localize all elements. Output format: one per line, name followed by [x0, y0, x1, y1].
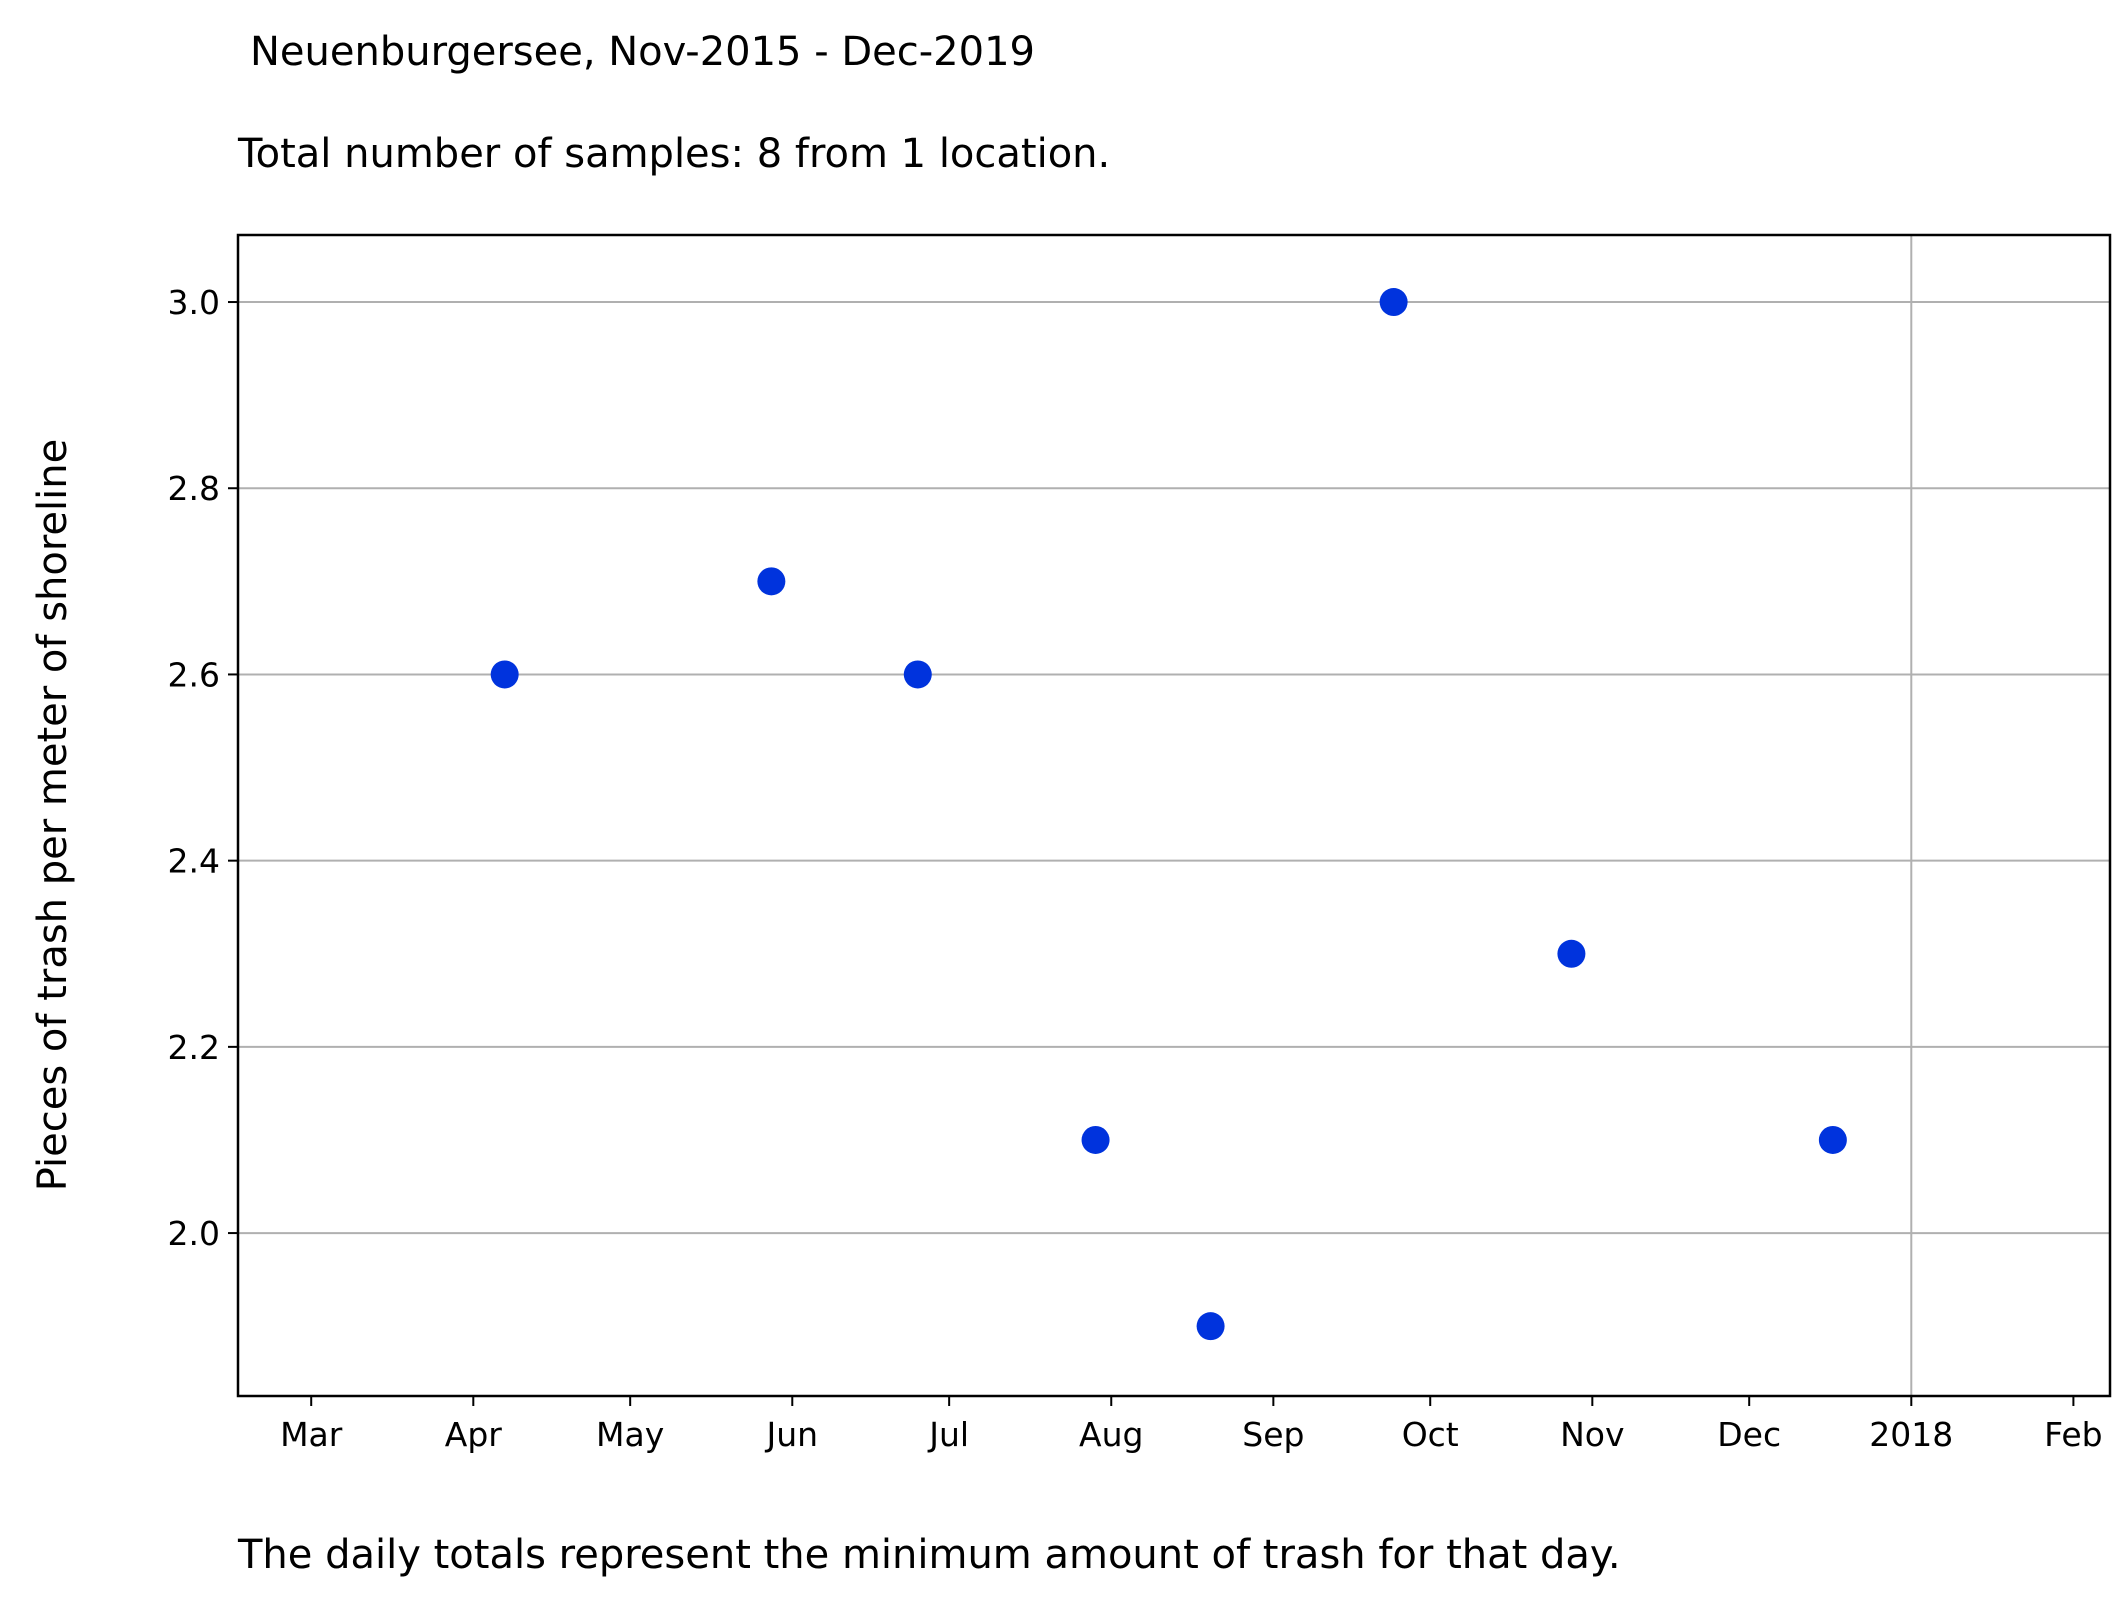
x-tick-label: Sep	[1242, 1415, 1304, 1454]
x-tick-label: Apr	[445, 1415, 503, 1454]
y-axis-label: Pieces of trash per meter of shoreline	[30, 439, 76, 1191]
data-point	[1379, 288, 1408, 317]
plot-frame	[236, 233, 2112, 1398]
data-points	[490, 288, 1847, 1341]
x-tick-label: Feb	[2044, 1415, 2102, 1454]
grid	[238, 235, 2110, 1396]
data-point	[490, 660, 519, 689]
x-tick-label: Jun	[764, 1415, 818, 1454]
y-tick-label: 2.0	[168, 1214, 220, 1253]
x-tick-label: Dec	[1717, 1415, 1781, 1454]
data-point	[1196, 1312, 1225, 1341]
y-tick-label: 2.4	[168, 842, 220, 881]
chart-title: Neuenburgersee, Nov-2015 - Dec-2019	[250, 29, 1035, 75]
data-point	[1557, 939, 1586, 968]
axis-ticks: 2.0 2.2 2.4 2.6 2.8 3.0 Mar Apr May Jun Jul Aug Sep O…	[168, 283, 2103, 1454]
chart-subtitle: Total number of samples: 8 from 1 locati…	[237, 131, 1110, 177]
x-tick-label: Nov	[1560, 1415, 1624, 1454]
x-tick-label: 2018	[1869, 1415, 1953, 1454]
data-point	[1081, 1125, 1110, 1154]
data-point	[903, 660, 932, 689]
y-tick-label: 3.0	[168, 283, 220, 322]
x-tick-label: Mar	[280, 1415, 343, 1454]
x-tick-label: May	[596, 1415, 664, 1454]
chart-caption: The daily totals represent the minimum a…	[237, 1532, 1621, 1578]
data-point	[757, 567, 786, 596]
y-tick-label: 2.6	[168, 655, 220, 694]
x-tick-label: Oct	[1402, 1415, 1459, 1454]
y-tick-label: 2.2	[168, 1028, 220, 1067]
y-tick-label: 2.8	[168, 469, 220, 508]
x-tick-label: Jul	[927, 1415, 969, 1454]
data-point	[1818, 1125, 1847, 1154]
x-tick-label: Aug	[1079, 1415, 1143, 1454]
